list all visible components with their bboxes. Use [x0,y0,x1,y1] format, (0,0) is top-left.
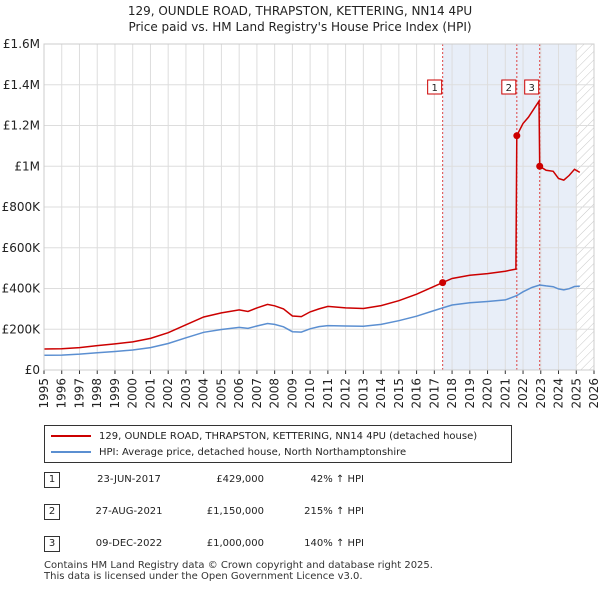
transaction-row: 2 27-AUG-2021 £1,150,000 215% ↑ HPI [44,502,564,522]
x-tick-label: 2007 [250,378,264,409]
x-tick-label: 2000 [126,378,140,409]
transaction-hpi: 42% ↑ HPI [310,474,364,485]
x-tick-label: 2017 [427,378,441,409]
x-tick-label: 1995 [37,378,51,409]
y-tick-label: £1.4M [3,78,40,92]
x-tick-label: 2011 [321,378,335,409]
chart-title: 129, OUNDLE ROAD, THRAPSTON, KETTERING, … [127,4,473,18]
x-tick-label: 2020 [481,378,495,409]
sale-number-box: 1 [427,79,443,95]
y-tick-label: £400K [2,282,42,296]
x-tick-label: 2016 [410,378,424,409]
x-tick-label: 2012 [339,378,353,409]
x-tick-label: 2026 [587,378,600,409]
sale-number-box-frame [501,79,517,95]
x-tick-label: 2003 [179,378,193,409]
sale-point [439,279,447,287]
y-tick-label: £1M [14,159,40,173]
legend-item-hpi: HPI: Average price, detached house, Nort… [51,444,406,460]
transaction-number: 2 [44,504,60,520]
chart-legend: 129, OUNDLE ROAD, THRAPSTON, KETTERING, … [44,425,512,463]
x-tick-label: 2006 [232,378,246,409]
transaction-date: 23-JUN-2017 [97,474,161,485]
transaction-date: 27-AUG-2021 [95,506,163,517]
transaction-price: £1,150,000 [206,506,264,517]
y-tick-label: £0 [25,363,40,377]
x-tick-label: 2008 [268,378,282,409]
x-tick-label: 2004 [197,378,211,409]
y-tick-label: £600K [2,241,42,255]
x-tick-label: 2018 [445,378,459,409]
sale-number-box: 2 [501,79,517,95]
transaction-price: £429,000 [216,474,264,485]
x-tick-label: 2023 [534,378,548,409]
transaction-hpi: 140% ↑ HPI [304,538,364,549]
x-tick-label: 2025 [569,378,583,409]
hpi-line [44,284,580,357]
x-tick-label: 2024 [552,378,566,409]
legend-label-hpi: HPI: Average price, detached house, Nort… [99,446,407,458]
legend-swatch-property [51,435,91,437]
legend-item-property: 129, OUNDLE ROAD, THRAPSTON, KETTERING, … [51,428,477,444]
x-tick-label: 2005 [214,378,228,409]
x-tick-label: 2022 [516,378,530,409]
x-tick-label: 2019 [463,378,477,409]
transaction-hpi: 215% ↑ HPI [304,506,364,517]
property-price-line [44,98,581,350]
sale-point [513,132,521,140]
sale-number-box: 3 [524,79,540,95]
y-tick-label: £800K [2,200,42,214]
transaction-price: £1,000,000 [206,538,264,549]
sale-number-label: 1 [431,83,437,94]
x-tick-label: 2002 [161,378,175,409]
legend-label-property: 129, OUNDLE ROAD, THRAPSTON, KETTERING, … [99,430,478,442]
x-tick-label: 2014 [374,378,388,409]
footer-copyright: Contains HM Land Registry data © Crown c… [44,560,433,571]
chart-subtitle: Price paid vs. HM Land Registry's House … [128,20,472,34]
legend-swatch-hpi [51,451,91,453]
sale-number-box-frame [524,79,540,95]
x-tick-label: 2001 [143,378,157,409]
x-tick-label: 2010 [303,378,317,409]
price-chart: 1 2 3 £0 £200K £400K £600K £800K £1M £1.2M £1.4M £… [2,37,600,409]
sale-number-label: 3 [529,83,535,94]
x-tick-label: 2021 [498,378,512,409]
transaction-row: 1 23-JUN-2017 £429,000 42% ↑ HPI [44,470,564,490]
y-tick-label: £1.6M [3,37,40,51]
sale-number-label: 2 [506,83,512,94]
x-tick-label: 2013 [356,378,370,409]
x-tick-label: 2015 [392,378,406,409]
transaction-number: 3 [44,536,60,552]
plot-border [43,43,595,371]
sale-point [536,162,544,170]
footer-licence: This data is licensed under the Open Gov… [44,571,363,582]
transaction-date: 09-DEC-2022 [95,538,163,549]
y-tick-label: £200K [2,322,42,336]
sale-number-box-frame [427,79,443,95]
x-tick-label: 1999 [108,378,122,409]
x-tick-label: 1998 [90,378,104,409]
transaction-row: 3 09-DEC-2022 £1,000,000 140% ↑ HPI [44,534,564,554]
y-tick-label: £1.2M [3,119,40,133]
x-tick-label: 1996 [55,378,69,409]
transaction-number: 1 [44,472,60,488]
x-tick-label: 2009 [285,378,299,409]
x-tick-label: 1997 [72,378,86,409]
